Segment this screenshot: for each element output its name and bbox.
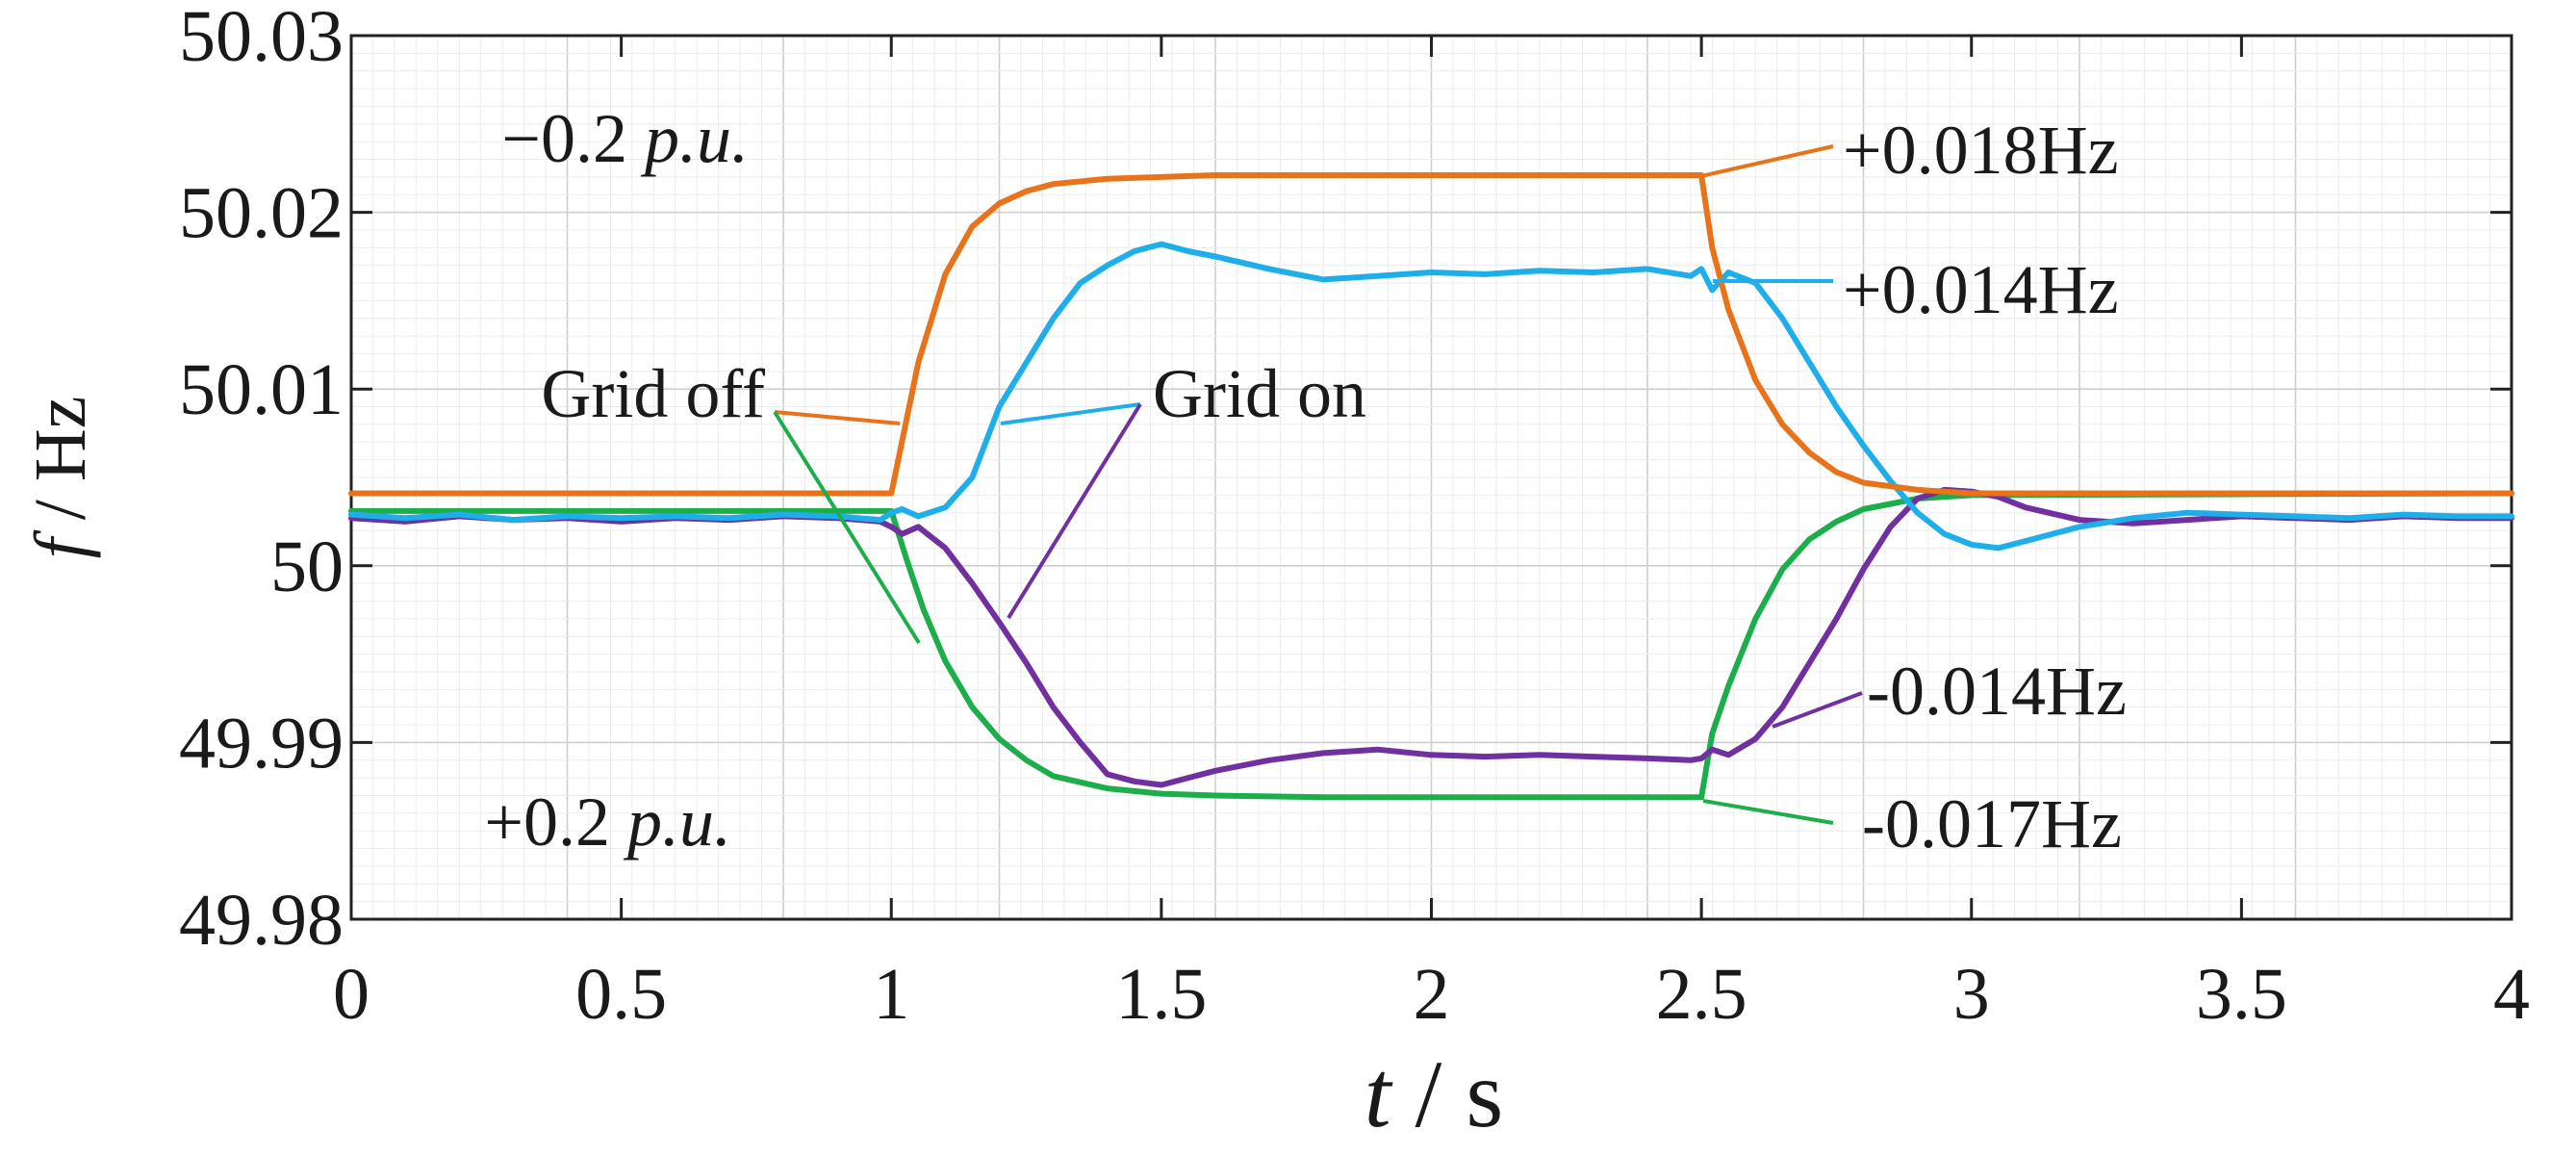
annotation-minus-pu: −0.2 p.u. [501, 100, 749, 177]
annotation-value: +0.2 [484, 784, 627, 861]
series-line-1 [348, 172, 2514, 497]
annotation-plus-pu: +0.2 p.u. [484, 784, 731, 861]
annotation-unit: p.u. [640, 100, 749, 177]
leader-line [773, 410, 921, 645]
y-tick-label: 50.03 [179, 0, 344, 77]
x-axis-unit: / s [1391, 1040, 1504, 1147]
annotation-plus-018: +0.018Hz [1843, 112, 2119, 189]
annotation-grid-on: Grid on [1153, 355, 1366, 432]
axis-ticks [349, 34, 2513, 921]
y-tick-labels: 49.98 49.99 50 50.01 50.02 50.03 [179, 0, 344, 961]
y-tick-label: 49.99 [179, 703, 344, 784]
series-line-4 [348, 490, 2514, 801]
leader-line [1702, 799, 1834, 825]
y-tick-label: 49.98 [179, 880, 344, 961]
x-tick-label: 3 [1953, 954, 1990, 1035]
annotation-minus-017: -0.017Hz [1862, 785, 2122, 862]
leader-line [1000, 402, 1141, 425]
x-tick-label: 4 [2493, 954, 2530, 1035]
x-tick-label: 1 [873, 954, 909, 1035]
annotations: −0.2 p.u.+0.2 p.u.Grid off Grid on+0.018H… [484, 100, 2127, 862]
x-tick-label: 0 [333, 954, 370, 1035]
leader-line [774, 410, 901, 425]
annotation-unit: p.u. [623, 784, 731, 861]
x-axis-symbol: t [1365, 1040, 1393, 1147]
leader-line [1007, 402, 1142, 620]
grid [351, 36, 2512, 919]
leader-line [1772, 691, 1863, 729]
annotation-grid-off: Grid off [541, 355, 765, 432]
x-tick-label: 0.5 [575, 954, 667, 1035]
annotation-leaders [773, 144, 1863, 825]
series-line-2 [348, 241, 2514, 552]
x-tick-label: 2.5 [1656, 954, 1747, 1035]
annotation-minus-014: -0.014Hz [1867, 653, 2127, 730]
x-tick-label: 1.5 [1115, 954, 1207, 1035]
annotation-plus-014: +0.014Hz [1843, 251, 2119, 328]
x-tick-label: 3.5 [2196, 954, 2287, 1035]
x-tick-label: 2 [1414, 954, 1450, 1035]
y-tick-label: 50.02 [179, 173, 344, 254]
y-axis-unit: / Hz [20, 397, 101, 539]
y-axis-label: f / Hz [20, 397, 101, 559]
y-tick-label: 50 [270, 527, 344, 607]
x-tick-labels: 0 0.5 1 1.5 2 2.5 3 3.5 4 [333, 954, 2530, 1035]
x-axis-label: t / s [1365, 1040, 1504, 1147]
y-tick-label: 50.01 [179, 349, 344, 430]
series-lines [348, 172, 2514, 801]
annotation-value: −0.2 [501, 100, 645, 177]
leader-line [1700, 144, 1834, 178]
